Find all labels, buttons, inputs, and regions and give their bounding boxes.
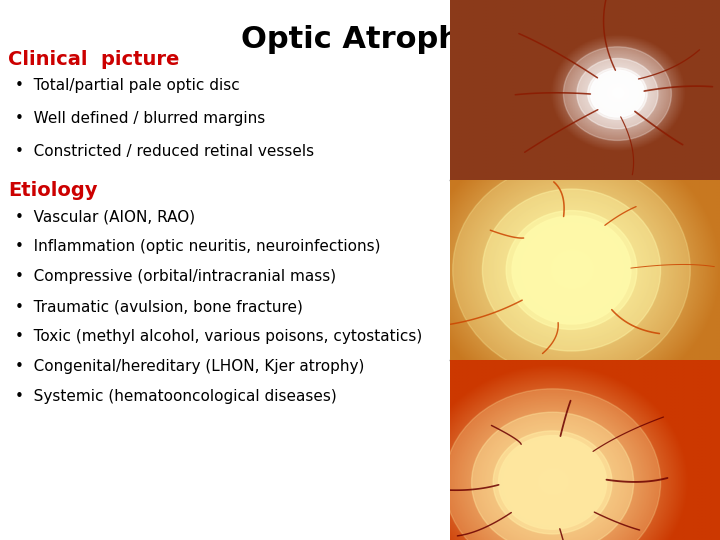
- Ellipse shape: [472, 412, 634, 540]
- Ellipse shape: [445, 389, 661, 540]
- Text: •  Vascular (AION, RAO): • Vascular (AION, RAO): [15, 209, 195, 224]
- Text: •  Systemic (hematooncological diseases): • Systemic (hematooncological diseases): [15, 389, 337, 404]
- Text: •  Well defined / blurred margins: • Well defined / blurred margins: [15, 111, 265, 126]
- Ellipse shape: [498, 436, 606, 529]
- Ellipse shape: [506, 211, 637, 329]
- Text: Etiology: Etiology: [8, 181, 97, 200]
- Text: •  Constricted / reduced retinal vessels: • Constricted / reduced retinal vessels: [15, 144, 314, 159]
- Ellipse shape: [577, 58, 658, 129]
- Ellipse shape: [563, 47, 671, 140]
- Text: •  Inflammation (optic neuritis, neuroinfections): • Inflammation (optic neuritis, neuroinf…: [15, 239, 380, 254]
- Ellipse shape: [493, 431, 612, 534]
- Text: •  Compressive (orbital/intracranial mass): • Compressive (orbital/intracranial mass…: [15, 269, 336, 284]
- Text: Optic Atrophy: Optic Atrophy: [240, 25, 480, 54]
- Text: •  Traumatic (avulsion, bone fracture): • Traumatic (avulsion, bone fracture): [15, 299, 303, 314]
- Ellipse shape: [512, 216, 631, 324]
- Text: Clinical  picture: Clinical picture: [8, 50, 179, 69]
- Ellipse shape: [588, 68, 647, 119]
- Text: •  Total/partial pale optic disc: • Total/partial pale optic disc: [15, 78, 240, 93]
- Ellipse shape: [453, 162, 690, 378]
- Ellipse shape: [482, 189, 661, 351]
- Text: •  Congenital/hereditary (LHON, Kjer atrophy): • Congenital/hereditary (LHON, Kjer atro…: [15, 359, 364, 374]
- Text: •  Toxic (methyl alcohol, various poisons, cytostatics): • Toxic (methyl alcohol, various poisons…: [15, 329, 422, 344]
- Ellipse shape: [590, 70, 644, 117]
